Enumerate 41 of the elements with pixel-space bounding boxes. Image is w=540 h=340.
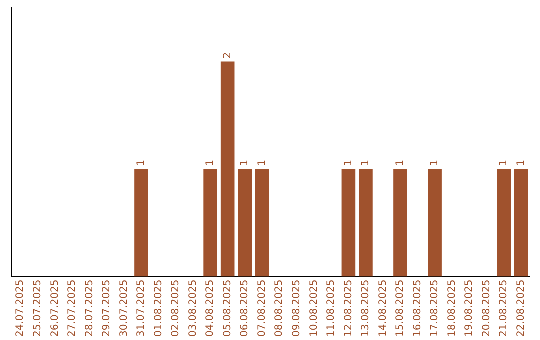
x-tick-label: 09.08.2025 <box>291 280 302 338</box>
x-tick-label: 06.08.2025 <box>240 280 251 338</box>
x-tick-label: 15.08.2025 <box>395 280 406 338</box>
x-tick-label: 08.08.2025 <box>274 280 286 338</box>
x-tick-label: 16.08.2025 <box>412 280 424 338</box>
x-tick-label: 19.08.2025 <box>464 280 476 338</box>
x-tick-label: 11.08.2025 <box>326 280 338 338</box>
x-tick-label: 01.08.2025 <box>153 280 164 338</box>
x-tick-label: 04.08.2025 <box>205 280 216 338</box>
data-label: 1 <box>343 160 354 166</box>
x-tick-label: 27.07.2025 <box>67 280 78 338</box>
x-tick-label: 26.07.2025 <box>50 280 61 338</box>
data-label: 1 <box>395 160 406 166</box>
data-label: 1 <box>136 160 148 166</box>
x-tick-label: 05.08.2025 <box>222 280 234 338</box>
x-tick-label: 31.07.2025 <box>136 280 148 338</box>
x-tick-label: 25.07.2025 <box>32 280 44 338</box>
x-tick-label: 22.08.2025 <box>516 280 527 338</box>
x-tick-label: 10.08.2025 <box>308 280 320 338</box>
data-label: 1 <box>256 160 268 166</box>
x-tick-label: 18.08.2025 <box>446 280 458 338</box>
x-tick-label: 14.08.2025 <box>378 280 389 338</box>
data-label: 1 <box>516 160 527 166</box>
x-tick-label: 02.08.2025 <box>170 280 182 338</box>
x-tick-label: 29.07.2025 <box>102 280 113 338</box>
x-tick-label: 07.08.2025 <box>256 280 268 338</box>
x-tick-label: 24.07.2025 <box>15 280 26 338</box>
x-tick-label: 28.07.2025 <box>84 280 96 338</box>
data-label: 2 <box>222 52 234 59</box>
data-label: 1 <box>205 160 216 166</box>
data-label: 1 <box>360 160 372 166</box>
x-tick-label: 20.08.2025 <box>481 280 492 338</box>
data-label: 1 <box>498 160 510 166</box>
x-tick-label: 12.08.2025 <box>343 280 354 338</box>
x-tick-label: 03.08.2025 <box>188 280 199 338</box>
x-tick-label: 30.07.2025 <box>118 280 130 338</box>
data-label: 1 <box>430 160 441 166</box>
x-tick-label: 21.08.2025 <box>498 280 510 338</box>
x-tick-label: 13.08.2025 <box>360 280 372 338</box>
data-label: 1 <box>240 160 251 166</box>
x-tick-label: 17.08.2025 <box>430 280 441 338</box>
